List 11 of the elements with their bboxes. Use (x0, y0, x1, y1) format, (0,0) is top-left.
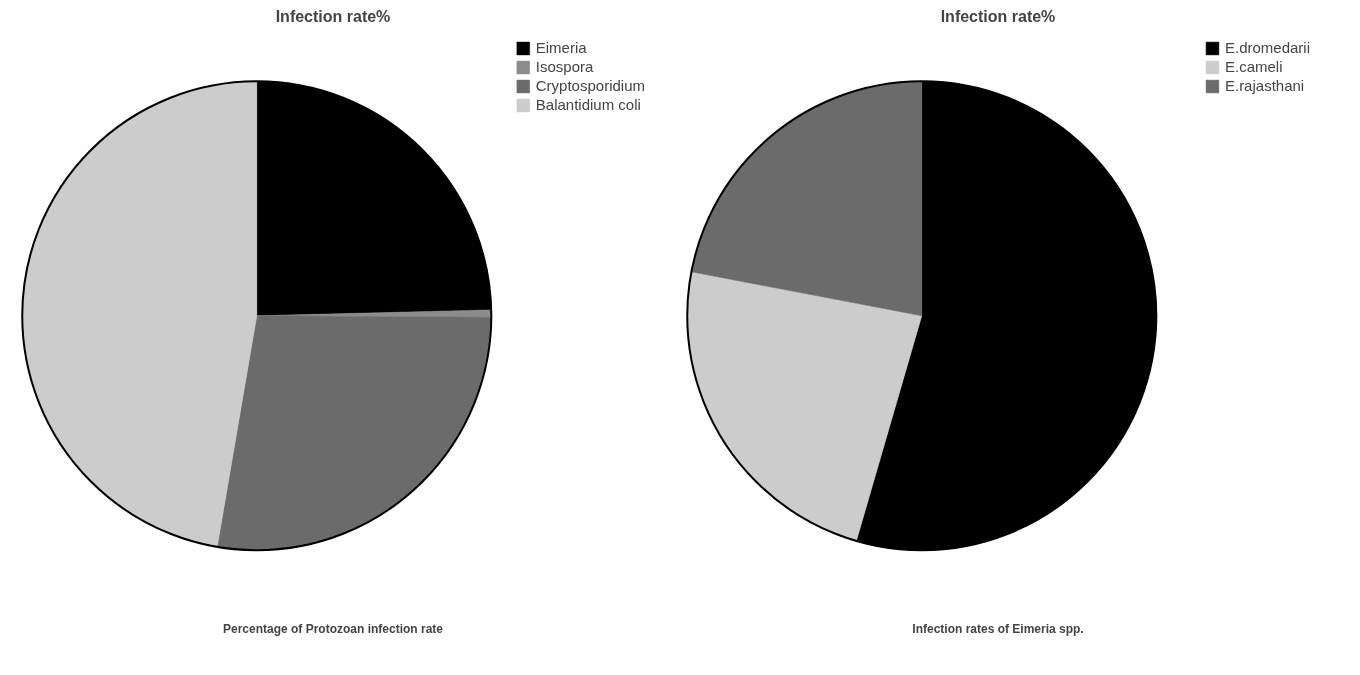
chart-title: Infection rate% (275, 7, 391, 25)
legend-label: E.rajasthani (1224, 77, 1305, 94)
text: Infection rates of Eimeria spp. (912, 621, 1084, 636)
legend-label: Balantidium coli (535, 96, 641, 113)
legend-label: E.cameli (1224, 58, 1283, 75)
text: Percentage of Protozoan infection rate (222, 621, 444, 636)
legend-label: Cryptosporidium (535, 77, 645, 94)
legend-label: E.dromedarii (1224, 39, 1310, 56)
legend-label: Eimeria (535, 39, 587, 56)
legend-label: Isospora (535, 58, 594, 75)
chart-title: Infection rate% (940, 7, 1056, 25)
